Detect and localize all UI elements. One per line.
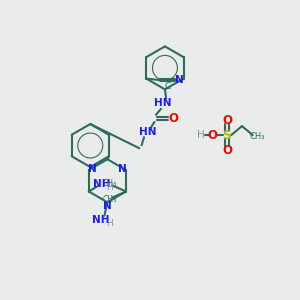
Text: O: O [208, 129, 218, 142]
Text: NH: NH [92, 215, 110, 225]
Text: N: N [175, 75, 184, 85]
Text: N: N [118, 164, 127, 174]
Text: CH₃: CH₃ [250, 132, 265, 141]
Text: CH₃: CH₃ [102, 178, 116, 188]
Text: O: O [222, 114, 232, 127]
Text: O: O [168, 112, 178, 125]
Text: NH: NH [93, 179, 111, 189]
Text: CH₃: CH₃ [102, 195, 116, 204]
Text: S: S [223, 129, 232, 142]
Text: H: H [106, 219, 112, 228]
Text: H: H [106, 183, 113, 192]
Text: HN: HN [139, 127, 156, 137]
Text: O: O [222, 143, 232, 157]
Text: H: H [197, 130, 205, 140]
Text: HN: HN [154, 98, 171, 108]
Text: C: C [164, 82, 170, 91]
Text: N: N [88, 164, 97, 174]
Text: N: N [103, 201, 112, 212]
